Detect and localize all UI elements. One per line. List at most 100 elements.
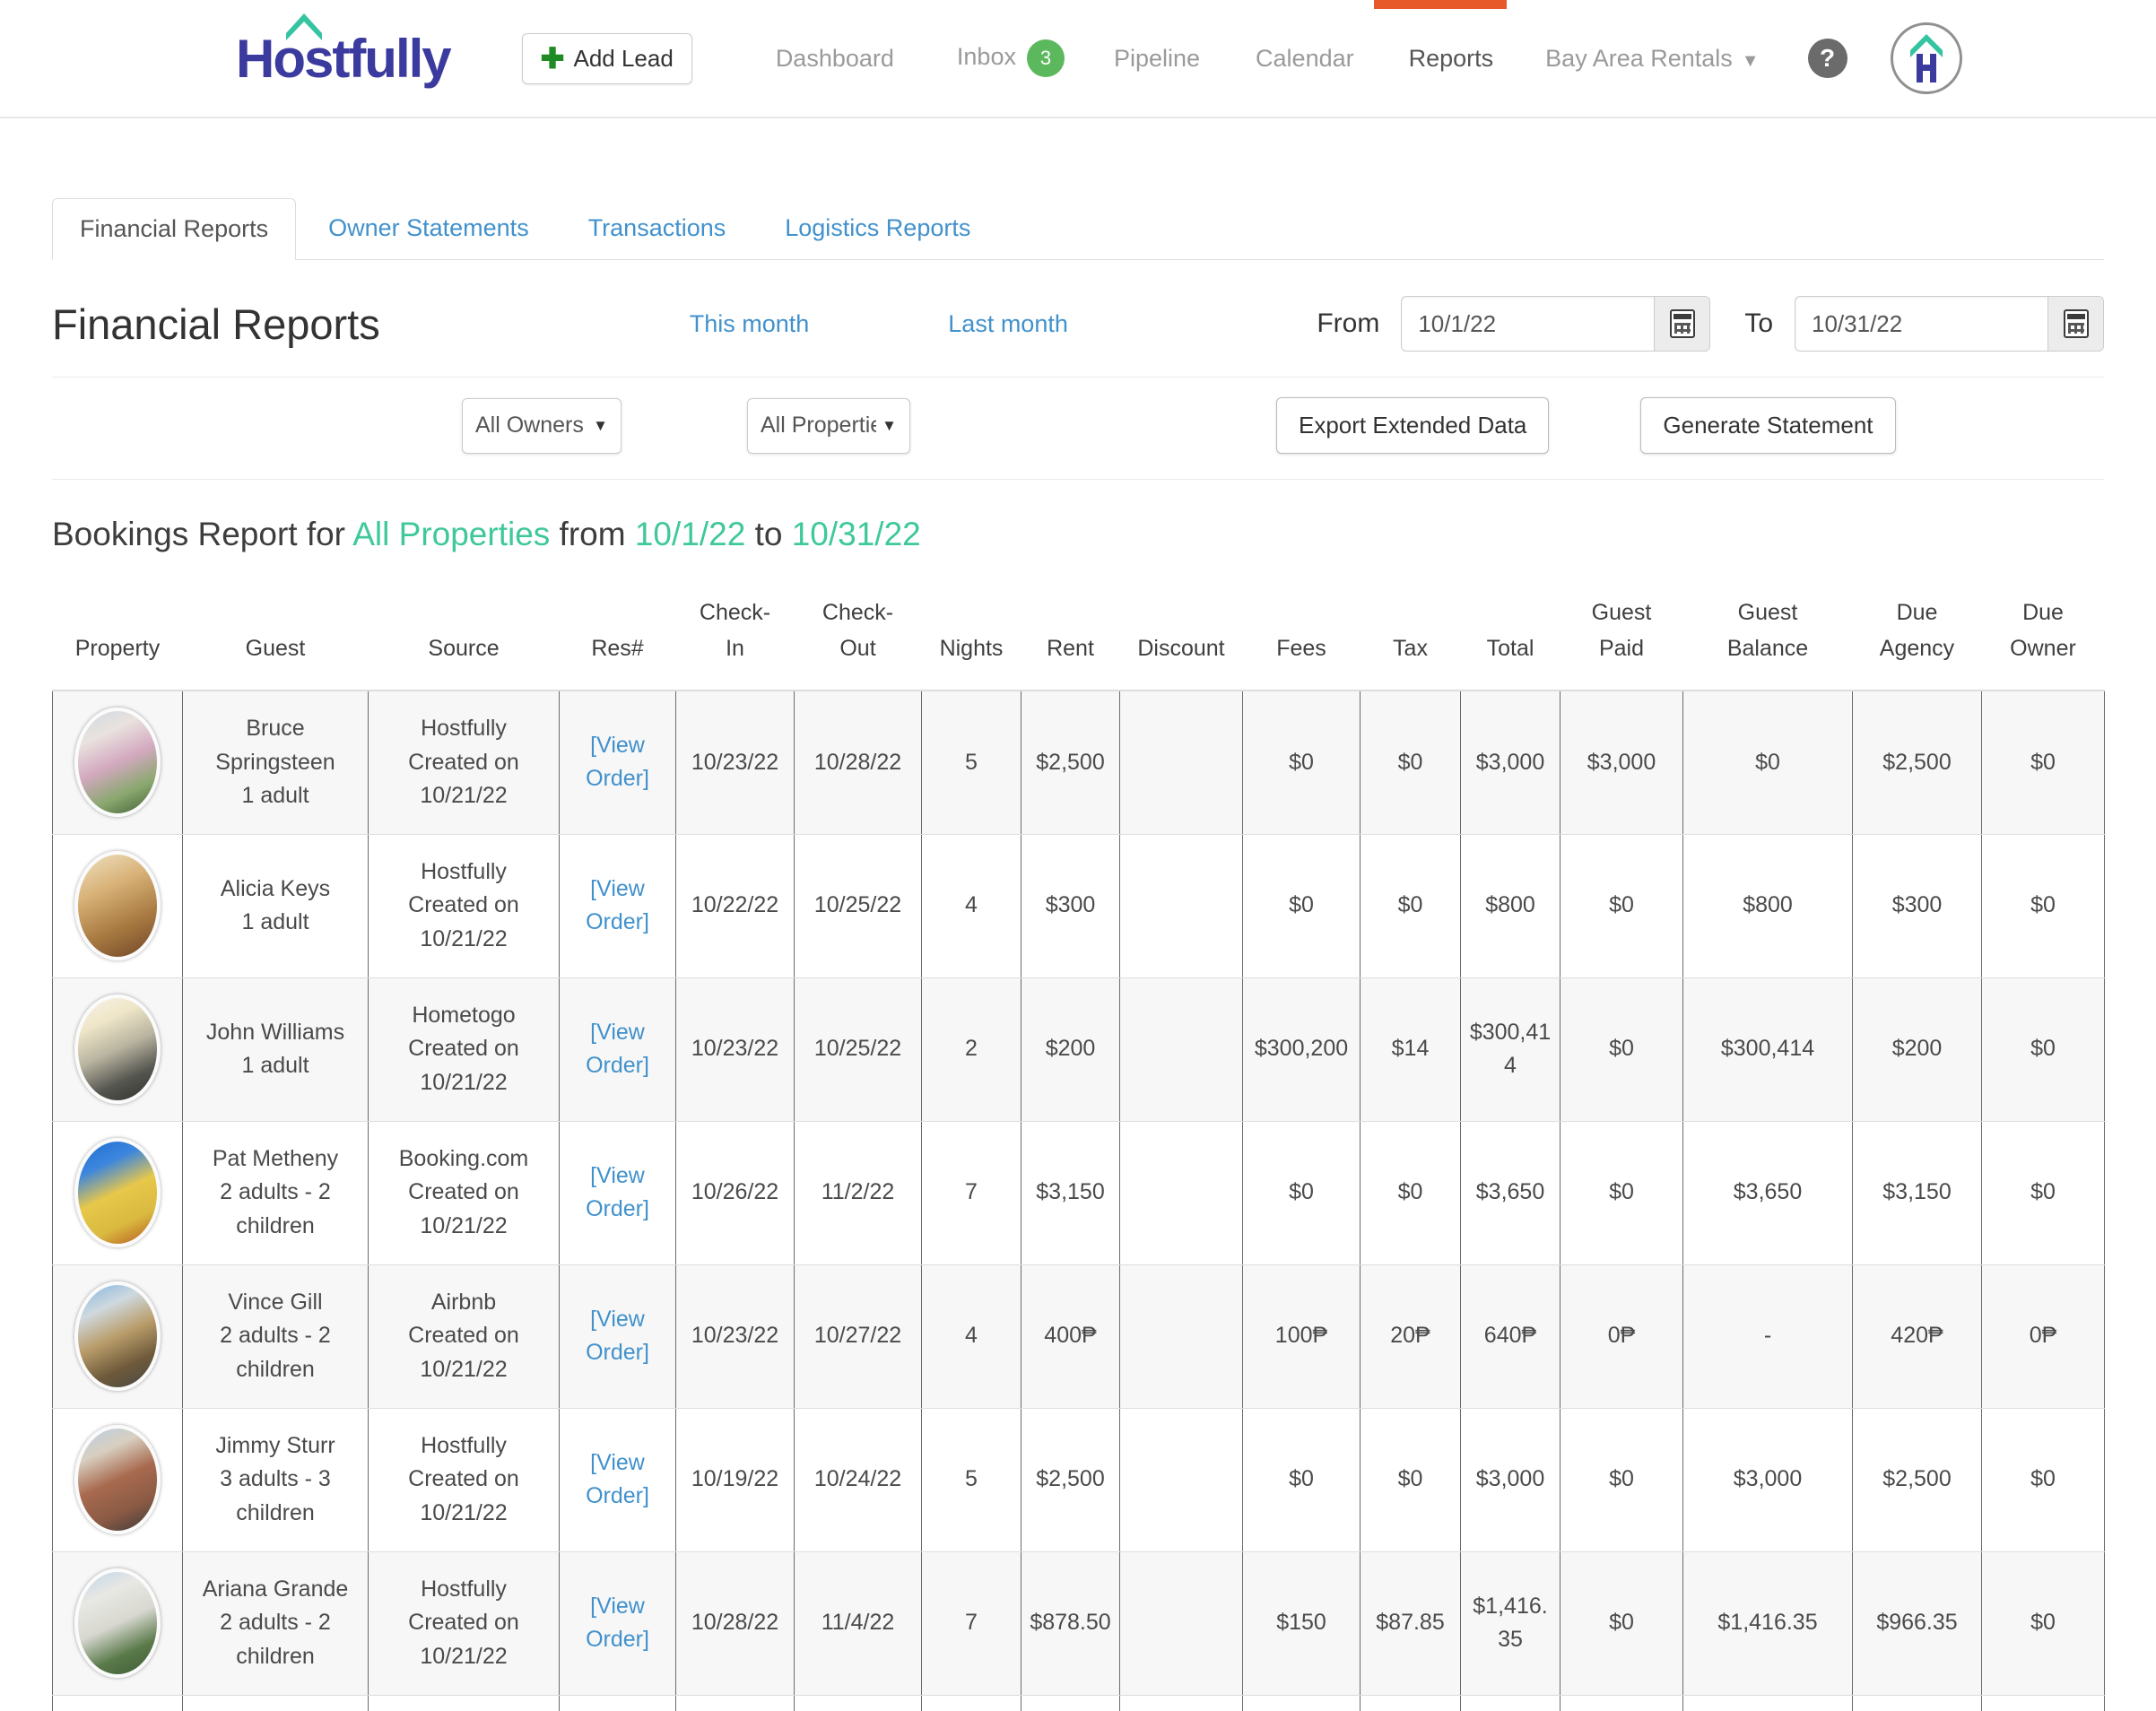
guest-party: 1 adult <box>241 909 309 934</box>
cell-fees: $0 <box>1242 690 1361 835</box>
cell-rent: 400₱ <box>1021 1264 1120 1409</box>
view-order-link[interactable]: [View Order] <box>586 1306 649 1366</box>
owners-select[interactable]: All Owners ▼ <box>462 397 622 454</box>
cell-rent: $2,500 <box>1021 1407 1120 1552</box>
table-header-row: Property Guest Source Res# Check- In Che… <box>52 595 2105 691</box>
view-order-link[interactable]: [View Order] <box>586 1593 649 1653</box>
cell-discount <box>1119 833 1243 978</box>
source-channel: Hostfully <box>421 858 507 884</box>
help-icon[interactable]: ? <box>1807 39 1847 78</box>
cell-due-owner: $0 <box>1981 977 2105 1122</box>
from-calendar-button[interactable] <box>1654 297 1710 351</box>
cell-tax: $0 <box>1360 1120 1461 1265</box>
cell-due-agency: $300 <box>1852 833 1982 978</box>
cell-discount <box>1119 1120 1243 1265</box>
property-photo[interactable] <box>74 1138 161 1247</box>
cell-rent: $878.50 <box>1021 1550 1120 1696</box>
bookings-report-title: Bookings Report for All Properties from … <box>52 516 921 552</box>
cell-property <box>52 1120 183 1265</box>
generate-statement-button[interactable]: Generate Statement <box>1640 397 1896 454</box>
add-lead-button[interactable]: ✚ Add Lead <box>521 32 692 84</box>
cell-empty <box>559 1694 676 1711</box>
view-order-link[interactable]: [View Order] <box>586 1162 649 1222</box>
tab-financial-reports[interactable]: Financial Reports <box>52 198 297 260</box>
col-due-owner: Due Owner <box>1981 595 2105 691</box>
view-order-link[interactable]: [View Order] <box>586 1449 649 1509</box>
col-check-out: Check- Out <box>794 595 922 691</box>
cell-due-owner: 0₱ <box>1981 1264 2105 1409</box>
property-photo[interactable] <box>74 851 161 960</box>
export-extended-data-button[interactable]: Export Extended Data <box>1276 397 1550 454</box>
property-photo[interactable] <box>74 1425 161 1534</box>
cell-nights: 4 <box>921 1264 1021 1409</box>
col-total: Total <box>1460 595 1560 691</box>
cell-guest-balance: - <box>1682 1264 1853 1409</box>
source-created-date: 10/21/22 <box>420 1069 508 1095</box>
account-avatar[interactable] <box>1890 22 1962 94</box>
cell-empty <box>1981 1694 2105 1711</box>
view-order-link[interactable]: [View Order] <box>586 732 649 792</box>
col-guest: Guest <box>182 595 369 691</box>
guest-name: Ariana Grande <box>202 1576 349 1602</box>
last-month-link[interactable]: Last month <box>948 309 1068 337</box>
source-channel: Hometogo <box>412 1002 516 1028</box>
cell-guest-paid: $0 <box>1560 977 1683 1122</box>
table-row: John Williams 1 adult Hometogo Created on 10… <box>52 977 2105 1122</box>
to-date-input[interactable]: 10/31/22 <box>1812 309 1903 337</box>
cell-empty <box>1682 1694 1853 1711</box>
cell-res: [View Order] <box>559 690 676 835</box>
cell-guest-paid: 0₱ <box>1560 1264 1683 1409</box>
tab-owner-statements[interactable]: Owner Statements <box>328 214 529 241</box>
source-channel: Airbnb <box>430 1289 497 1315</box>
nav-item-inbox[interactable]: Inbox 3 <box>957 39 1065 77</box>
col-tax: Tax <box>1360 595 1461 691</box>
report-to-date: 10/31/22 <box>791 516 921 552</box>
view-order-link[interactable]: [View Order] <box>586 1019 649 1079</box>
tab-transactions[interactable]: Transactions <box>587 214 726 241</box>
cell-guest: Pat Metheny 2 adults - 2 children <box>182 1120 369 1265</box>
cell-property <box>52 1264 183 1409</box>
to-calendar-button[interactable] <box>2047 297 2103 351</box>
cell-check-in: 10/23/22 <box>675 690 795 835</box>
nav-item-pipeline[interactable]: Pipeline <box>1113 44 1201 72</box>
property-photo[interactable] <box>74 1568 161 1678</box>
logo-chevron-icon <box>281 10 327 45</box>
cell-due-owner: $0 <box>1981 1407 2105 1552</box>
cell-source: Hostfully Created on 10/21/22 <box>368 690 560 835</box>
nav-item-calendar[interactable]: Calendar <box>1256 44 1354 72</box>
cell-empty <box>368 1694 560 1711</box>
table-row: Bruce Springsteen 1 adult Hostfully Created… <box>52 690 2105 835</box>
bookings-table: Property Guest Source Res# Check- In Che… <box>52 595 2105 1711</box>
table-row: Ariana Grande 2 adults - 2 children Hostfu… <box>52 1550 2105 1696</box>
hostfully-logo[interactable]: Hostfully <box>236 13 452 90</box>
guest-name: Vince Gill <box>228 1289 323 1315</box>
cell-empty <box>182 1694 369 1711</box>
cell-empty <box>921 1694 1021 1711</box>
cell-source: Hometogo Created on 10/21/22 <box>368 977 560 1122</box>
properties-select[interactable]: All Properties ▼ <box>747 397 910 454</box>
nav-item-dashboard[interactable]: Dashboard <box>775 44 894 72</box>
property-photo[interactable] <box>74 994 161 1104</box>
cell-fees: $150 <box>1242 1550 1361 1696</box>
view-order-link[interactable]: [View Order] <box>586 875 649 935</box>
cell-source: Hostfully Created on 10/21/22 <box>368 1550 560 1696</box>
cell-empty <box>1021 1694 1120 1711</box>
cell-tax: $0 <box>1360 833 1461 978</box>
property-photo[interactable] <box>74 708 161 818</box>
logo-text: Hostfully <box>236 28 452 89</box>
guest-party: 2 adults - 2 children <box>220 1323 331 1382</box>
cell-empty <box>675 1694 795 1711</box>
nav-item-reports[interactable]: Reports <box>1408 44 1494 72</box>
from-date-input[interactable]: 10/1/22 <box>1418 309 1497 337</box>
tab-logistics-reports[interactable]: Logistics Reports <box>785 214 971 241</box>
avatar-logo-icon <box>1909 34 1943 83</box>
source-created-label: Created on <box>408 892 519 918</box>
cell-total: $3,000 <box>1460 1407 1560 1552</box>
property-photo[interactable] <box>74 1281 161 1391</box>
cell-rent: $2,500 <box>1021 690 1120 835</box>
source-channel: Hostfully <box>421 1432 507 1458</box>
agency-dropdown[interactable]: Bay Area Rentals ▼ <box>1545 44 1760 72</box>
report-scope: All Properties <box>352 516 551 552</box>
report-from-date: 10/1/22 <box>634 516 746 552</box>
this-month-link[interactable]: This month <box>689 309 810 337</box>
